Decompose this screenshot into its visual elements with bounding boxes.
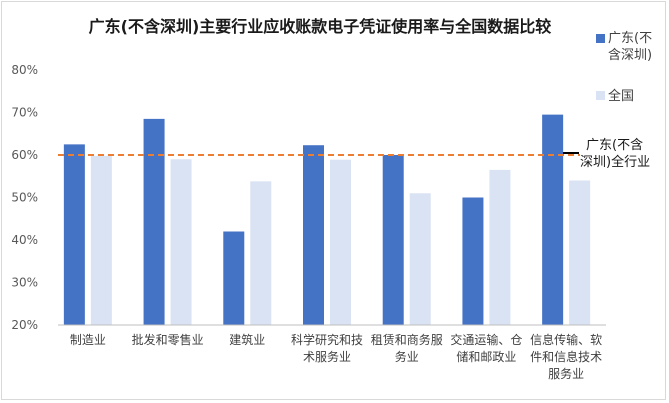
y-tick-label: 30% xyxy=(11,276,38,290)
legend-label-guangdong: 含深圳) xyxy=(608,47,652,63)
x-tick-label: 服务业 xyxy=(548,366,584,381)
x-tick-label: 信息传输、软 xyxy=(530,332,602,347)
x-tick-label: 务业 xyxy=(395,349,419,364)
bar-guangdong xyxy=(462,197,484,325)
bar-guangdong xyxy=(382,155,404,325)
x-tick-label: 制造业 xyxy=(70,333,106,347)
bar-national xyxy=(170,159,192,325)
legend-label-guangdong: 广东(不 xyxy=(608,31,652,46)
bar-guangdong xyxy=(143,118,165,325)
legend-swatch-guangdong xyxy=(596,34,605,43)
x-tick-label: 交通运输、仓 xyxy=(450,332,522,347)
chart-title: 广东(不含深圳)主要行业应收账款电子凭证使用率与全国数据比较 xyxy=(89,17,552,36)
bar-national xyxy=(250,181,272,325)
bar-national xyxy=(90,155,112,325)
x-tick-label: 批发和零售业 xyxy=(132,332,204,347)
bars xyxy=(63,114,591,325)
x-tick-label: 术服务业 xyxy=(303,349,351,364)
bar-guangdong xyxy=(303,145,324,325)
reference-line-label: 广东(不含 xyxy=(586,137,643,153)
x-tick-label: 件和信息技术 xyxy=(530,349,602,364)
y-tick-label: 60% xyxy=(11,148,38,162)
bar-national xyxy=(409,193,431,325)
bar-national xyxy=(569,180,591,325)
bar-guangdong xyxy=(223,231,245,325)
bar-guangdong xyxy=(542,114,564,325)
y-tick-label: 70% xyxy=(11,106,38,120)
y-tick-label: 40% xyxy=(11,233,38,247)
y-tick-label: 20% xyxy=(11,318,38,332)
x-tick-label: 科学研究和技 xyxy=(291,332,363,347)
bar-guangdong xyxy=(63,144,85,325)
reference-line-group: 广东(不含深圳)全行业 xyxy=(58,137,650,170)
bar-national xyxy=(489,169,511,325)
legend: 广东(不含深圳) 全国 xyxy=(596,31,652,104)
legend-label-national: 全国 xyxy=(608,88,634,104)
y-tick-label: 80% xyxy=(11,63,38,77)
x-tick-label: 储和邮政业 xyxy=(456,349,516,364)
legend-swatch-national xyxy=(596,91,605,100)
bar-national xyxy=(330,159,351,325)
x-tick-label: 建筑业 xyxy=(229,332,265,347)
y-axis: 20% 30% 40% 50% 60% 70% 80% xyxy=(11,63,38,332)
reference-line-label: 深圳)全行业 xyxy=(580,154,650,170)
y-tick-label: 50% xyxy=(11,191,38,205)
x-tick-label: 租赁和商务服 xyxy=(371,332,443,347)
